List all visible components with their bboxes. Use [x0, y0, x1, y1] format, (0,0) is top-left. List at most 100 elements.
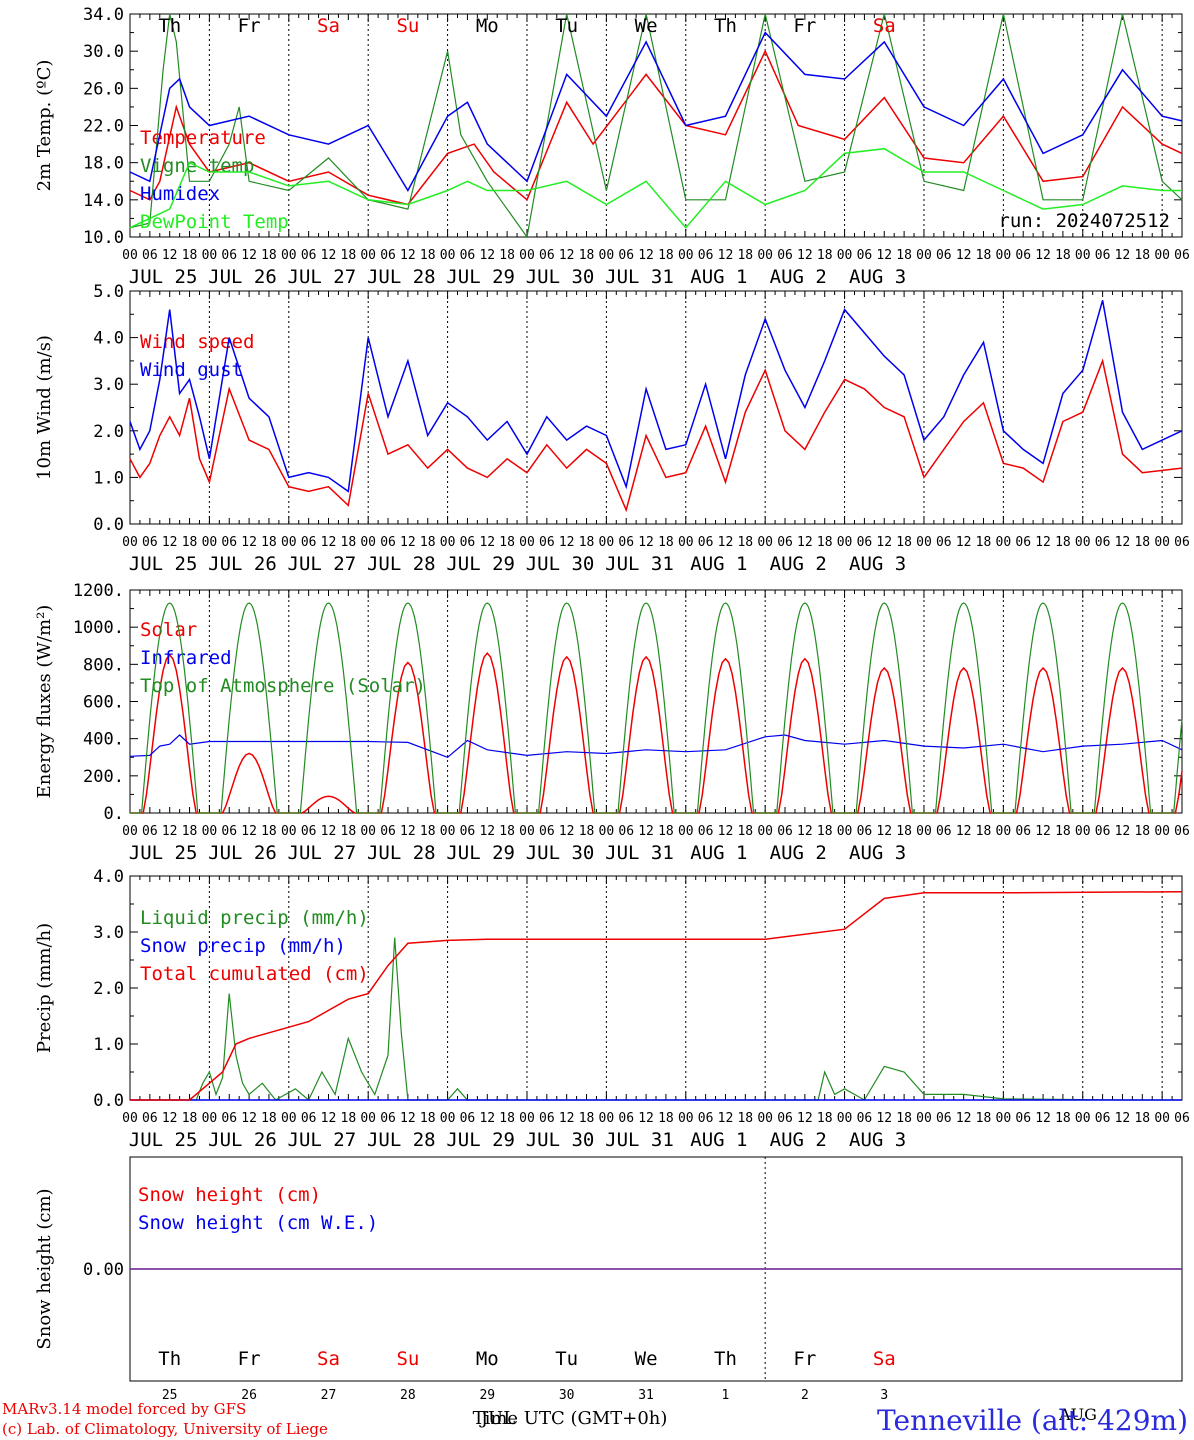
x-hour-label: 00	[440, 535, 456, 550]
weekday-label-bottom: We	[635, 1348, 658, 1370]
x-hour-label: 06	[539, 824, 555, 839]
weekday-label-top: Sa	[317, 15, 340, 37]
x-hour-label: 18	[1134, 248, 1150, 263]
x-hour-label: 18	[499, 535, 515, 550]
x-hour-label: 12	[797, 1111, 813, 1126]
x-date-label: AUG 3	[849, 553, 906, 575]
x-hour-label: 00	[122, 248, 138, 263]
x-hour-label: 06	[1174, 535, 1190, 550]
x-hour-label: 12	[638, 1111, 654, 1126]
weekday-label-bottom: Fr	[793, 1348, 816, 1370]
x-hour-label: 00	[1154, 248, 1170, 263]
legend-series-total-cumulated-cm: Total cumulated (cm)	[140, 963, 369, 985]
x-hour-label: 00	[202, 1111, 218, 1126]
x-hour-label: 18	[420, 824, 436, 839]
x-hour-label: 12	[956, 1111, 972, 1126]
weekday-label-top: Tu	[555, 15, 578, 37]
x-date-label: JUL 30	[526, 553, 595, 575]
x-hour-label: 18	[817, 535, 833, 550]
x-hour-label: 12	[321, 824, 337, 839]
panel-5: 0.00 Snow height (cm) Snow height (cm) Snow…	[34, 1156, 1183, 1382]
weekday-label-top: Fr	[238, 15, 261, 37]
y-tick-label: 800.	[83, 655, 124, 675]
weekday-label-top: Th	[714, 15, 737, 37]
x-hour-label: 00	[122, 824, 138, 839]
weekday-label-bottom: Su	[396, 1348, 419, 1370]
x-hour-label: 00	[678, 248, 694, 263]
footer-lab-credit: (c) Lab. of Climatology, University of L…	[2, 1420, 328, 1438]
x-hour-label: 00	[837, 1111, 853, 1126]
y-tick-label: 3.0	[93, 923, 124, 943]
x-hour-label: 12	[321, 248, 337, 263]
x-hour-label: 00	[360, 248, 376, 263]
x-hour-label: 00	[996, 248, 1012, 263]
x-hour-label: 00	[360, 535, 376, 550]
x-hour-label: 00	[519, 1111, 535, 1126]
legend-series-solar: Solar	[140, 619, 197, 641]
x-hour-label: 06	[380, 535, 396, 550]
x-hour-label: 00	[916, 824, 932, 839]
x-date-label: JUL 30	[526, 842, 595, 864]
x-hour-label: 12	[1035, 248, 1051, 263]
x-date-label: JUL 25	[129, 1129, 198, 1151]
x-hour-label: 18	[1055, 248, 1071, 263]
x-hour-label: 06	[142, 248, 158, 263]
y-tick-label: 4.0	[93, 867, 124, 887]
x-hour-label: 12	[797, 824, 813, 839]
weekday-label-bottom: Th	[714, 1348, 737, 1370]
day-number-label: 2	[801, 1388, 809, 1403]
weekday-label-top: Th	[158, 15, 181, 37]
x-hour-label: 12	[718, 248, 734, 263]
x-hour-label: 12	[241, 824, 257, 839]
y-tick-label: 14.0	[83, 191, 124, 211]
x-hour-label: 18	[420, 1111, 436, 1126]
x-hour-label: 12	[876, 535, 892, 550]
y-tick-label: 0.0	[93, 515, 124, 535]
x-date-label: JUL 31	[605, 553, 674, 575]
weekday-label-bottom: Tu	[555, 1348, 578, 1370]
weekday-label-top: We	[635, 15, 658, 37]
x-hour-label: 06	[142, 1111, 158, 1126]
x-hour-label: 12	[1115, 824, 1131, 839]
x-date-label: AUG 3	[849, 842, 906, 864]
x-hour-label: 18	[737, 1111, 753, 1126]
x-hour-label: 00	[678, 535, 694, 550]
x-hour-label: 18	[182, 535, 198, 550]
x-date-label: JUL 26	[208, 266, 277, 288]
x-hour-label: 18	[658, 824, 674, 839]
x-date-label: JUL 25	[129, 842, 198, 864]
x-hour-label: 12	[162, 1111, 178, 1126]
x-hour-label: 12	[638, 824, 654, 839]
x-hour-label: 12	[479, 535, 495, 550]
y-axis-label: Energy fluxes (W/m²)	[34, 605, 55, 799]
x-date-label: JUL 27	[288, 266, 357, 288]
x-hour-label: 00	[202, 535, 218, 550]
x-hour-label: 12	[1115, 535, 1131, 550]
series-top-of-atmosphere-solar	[130, 602, 1183, 814]
x-hour-label: 12	[1035, 1111, 1051, 1126]
legend-series-wind-speed: Wind speed	[140, 331, 254, 353]
weekday-label-top: Sa	[873, 15, 896, 37]
y-tick-label: 30.0	[83, 42, 124, 62]
x-hour-label: 12	[479, 1111, 495, 1126]
x-hour-label: 18	[737, 248, 753, 263]
x-hour-label: 00	[599, 535, 615, 550]
x-date-label: AUG 2	[770, 266, 827, 288]
x-hour-label: 06	[221, 535, 237, 550]
x-date-label: JUL 25	[129, 266, 198, 288]
x-hour-label: 06	[618, 824, 634, 839]
x-hour-label: 12	[559, 248, 575, 263]
x-hour-label: 12	[876, 248, 892, 263]
x-hour-label: 00	[837, 824, 853, 839]
x-hour-label: 12	[797, 535, 813, 550]
x-hour-label: 18	[737, 824, 753, 839]
x-hour-label: 18	[579, 824, 595, 839]
x-hour-label: 00	[837, 248, 853, 263]
x-date-label: JUL 29	[446, 266, 515, 288]
y-tick-label: 1.0	[93, 1035, 124, 1055]
y-tick-label: 22.0	[83, 117, 124, 137]
x-hour-label: 06	[460, 535, 476, 550]
legend-series-wind-gust: Wind gust	[140, 359, 243, 381]
x-hour-label: 00	[1154, 824, 1170, 839]
